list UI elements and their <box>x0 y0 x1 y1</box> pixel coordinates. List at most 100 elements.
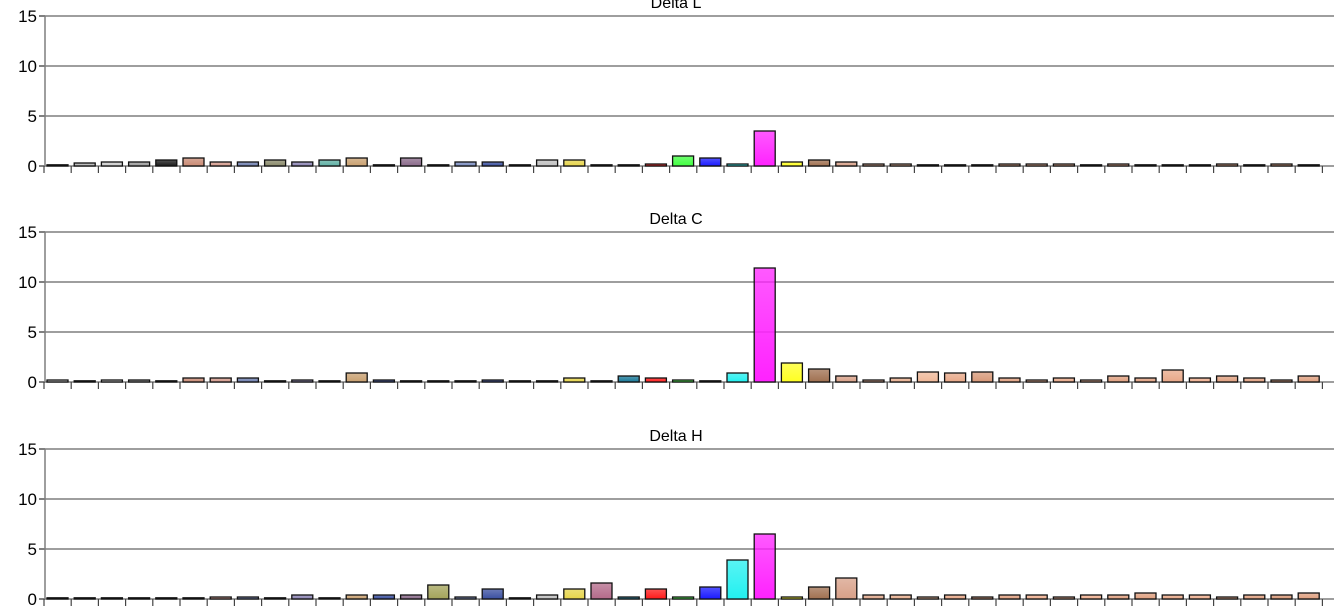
bar <box>47 165 68 166</box>
bar <box>1271 164 1292 166</box>
bar <box>1189 165 1210 166</box>
bar <box>727 373 748 382</box>
bar <box>1135 165 1156 166</box>
chart-1: 0 5 10 15 Delta C <box>18 211 1334 392</box>
chart-2: 0 5 10 15 Delta H <box>18 428 1334 608</box>
bar <box>564 589 585 599</box>
bar <box>618 376 639 382</box>
y-tick-label: 5 <box>28 107 37 126</box>
bar <box>618 597 639 599</box>
bar <box>183 158 204 166</box>
bar <box>482 589 503 599</box>
y-tick-label: 15 <box>18 7 37 26</box>
bar <box>129 162 150 166</box>
bar <box>428 165 449 166</box>
bar <box>863 380 884 382</box>
bar <box>700 158 721 166</box>
bar <box>1189 595 1210 599</box>
bar <box>1217 597 1238 599</box>
bar <box>1217 376 1238 382</box>
bar <box>101 598 122 599</box>
bar <box>999 164 1020 166</box>
chart-title: Delta C <box>649 211 702 228</box>
bar <box>591 165 612 166</box>
bar <box>754 131 775 166</box>
bar <box>1189 378 1210 382</box>
bar <box>509 598 530 599</box>
bar <box>781 597 802 599</box>
bar <box>863 164 884 166</box>
bar <box>1244 595 1265 599</box>
y-tick-label: 5 <box>28 540 37 559</box>
bar <box>346 373 367 382</box>
bar <box>346 595 367 599</box>
bar <box>645 164 666 166</box>
bar <box>1081 595 1102 599</box>
bar <box>781 363 802 382</box>
bar <box>999 378 1020 382</box>
bar <box>401 158 422 166</box>
bar <box>1026 380 1047 382</box>
bar <box>319 381 340 382</box>
bar <box>754 534 775 599</box>
bar <box>1026 595 1047 599</box>
bar <box>1053 597 1074 599</box>
bar <box>129 598 150 599</box>
bar <box>591 583 612 599</box>
bar <box>1298 165 1319 166</box>
bar <box>237 378 258 382</box>
bar <box>700 381 721 382</box>
bar <box>292 380 313 382</box>
bar <box>863 595 884 599</box>
bar <box>1108 595 1129 599</box>
bar <box>455 162 476 166</box>
bar <box>945 595 966 599</box>
bar <box>945 373 966 382</box>
bar <box>373 165 394 166</box>
bar <box>47 598 68 599</box>
bar <box>101 162 122 166</box>
chart-title: Delta H <box>649 428 702 445</box>
bar <box>346 158 367 166</box>
bar <box>645 378 666 382</box>
bar <box>101 380 122 382</box>
chart-0: 0 5 10 15 Delta L <box>18 0 1334 176</box>
bar <box>836 578 857 599</box>
y-tick-label: 0 <box>28 590 37 608</box>
bar <box>1053 164 1074 166</box>
bar <box>809 369 830 382</box>
bar <box>482 162 503 166</box>
bar <box>373 595 394 599</box>
bar <box>210 378 231 382</box>
bar <box>836 376 857 382</box>
bar <box>237 597 258 599</box>
bar <box>1135 593 1156 599</box>
bar <box>1081 165 1102 166</box>
y-tick-label: 5 <box>28 323 37 342</box>
bar <box>74 381 95 382</box>
y-tick-label: 15 <box>18 223 37 242</box>
bar <box>972 372 993 382</box>
bar <box>455 381 476 382</box>
bar <box>1298 593 1319 599</box>
bar <box>509 165 530 166</box>
y-tick-label: 15 <box>18 440 37 459</box>
y-tick-label: 0 <box>28 157 37 176</box>
bar <box>292 595 313 599</box>
bar <box>482 380 503 382</box>
bar <box>74 163 95 166</box>
bar <box>1162 595 1183 599</box>
bar <box>890 378 911 382</box>
bar <box>319 598 340 599</box>
bar <box>781 162 802 166</box>
bar <box>618 165 639 166</box>
bar <box>1217 164 1238 166</box>
bar <box>401 595 422 599</box>
bar <box>754 268 775 382</box>
bar <box>890 164 911 166</box>
bar <box>74 598 95 599</box>
bar <box>265 381 286 382</box>
bar <box>972 165 993 166</box>
bar <box>727 164 748 166</box>
